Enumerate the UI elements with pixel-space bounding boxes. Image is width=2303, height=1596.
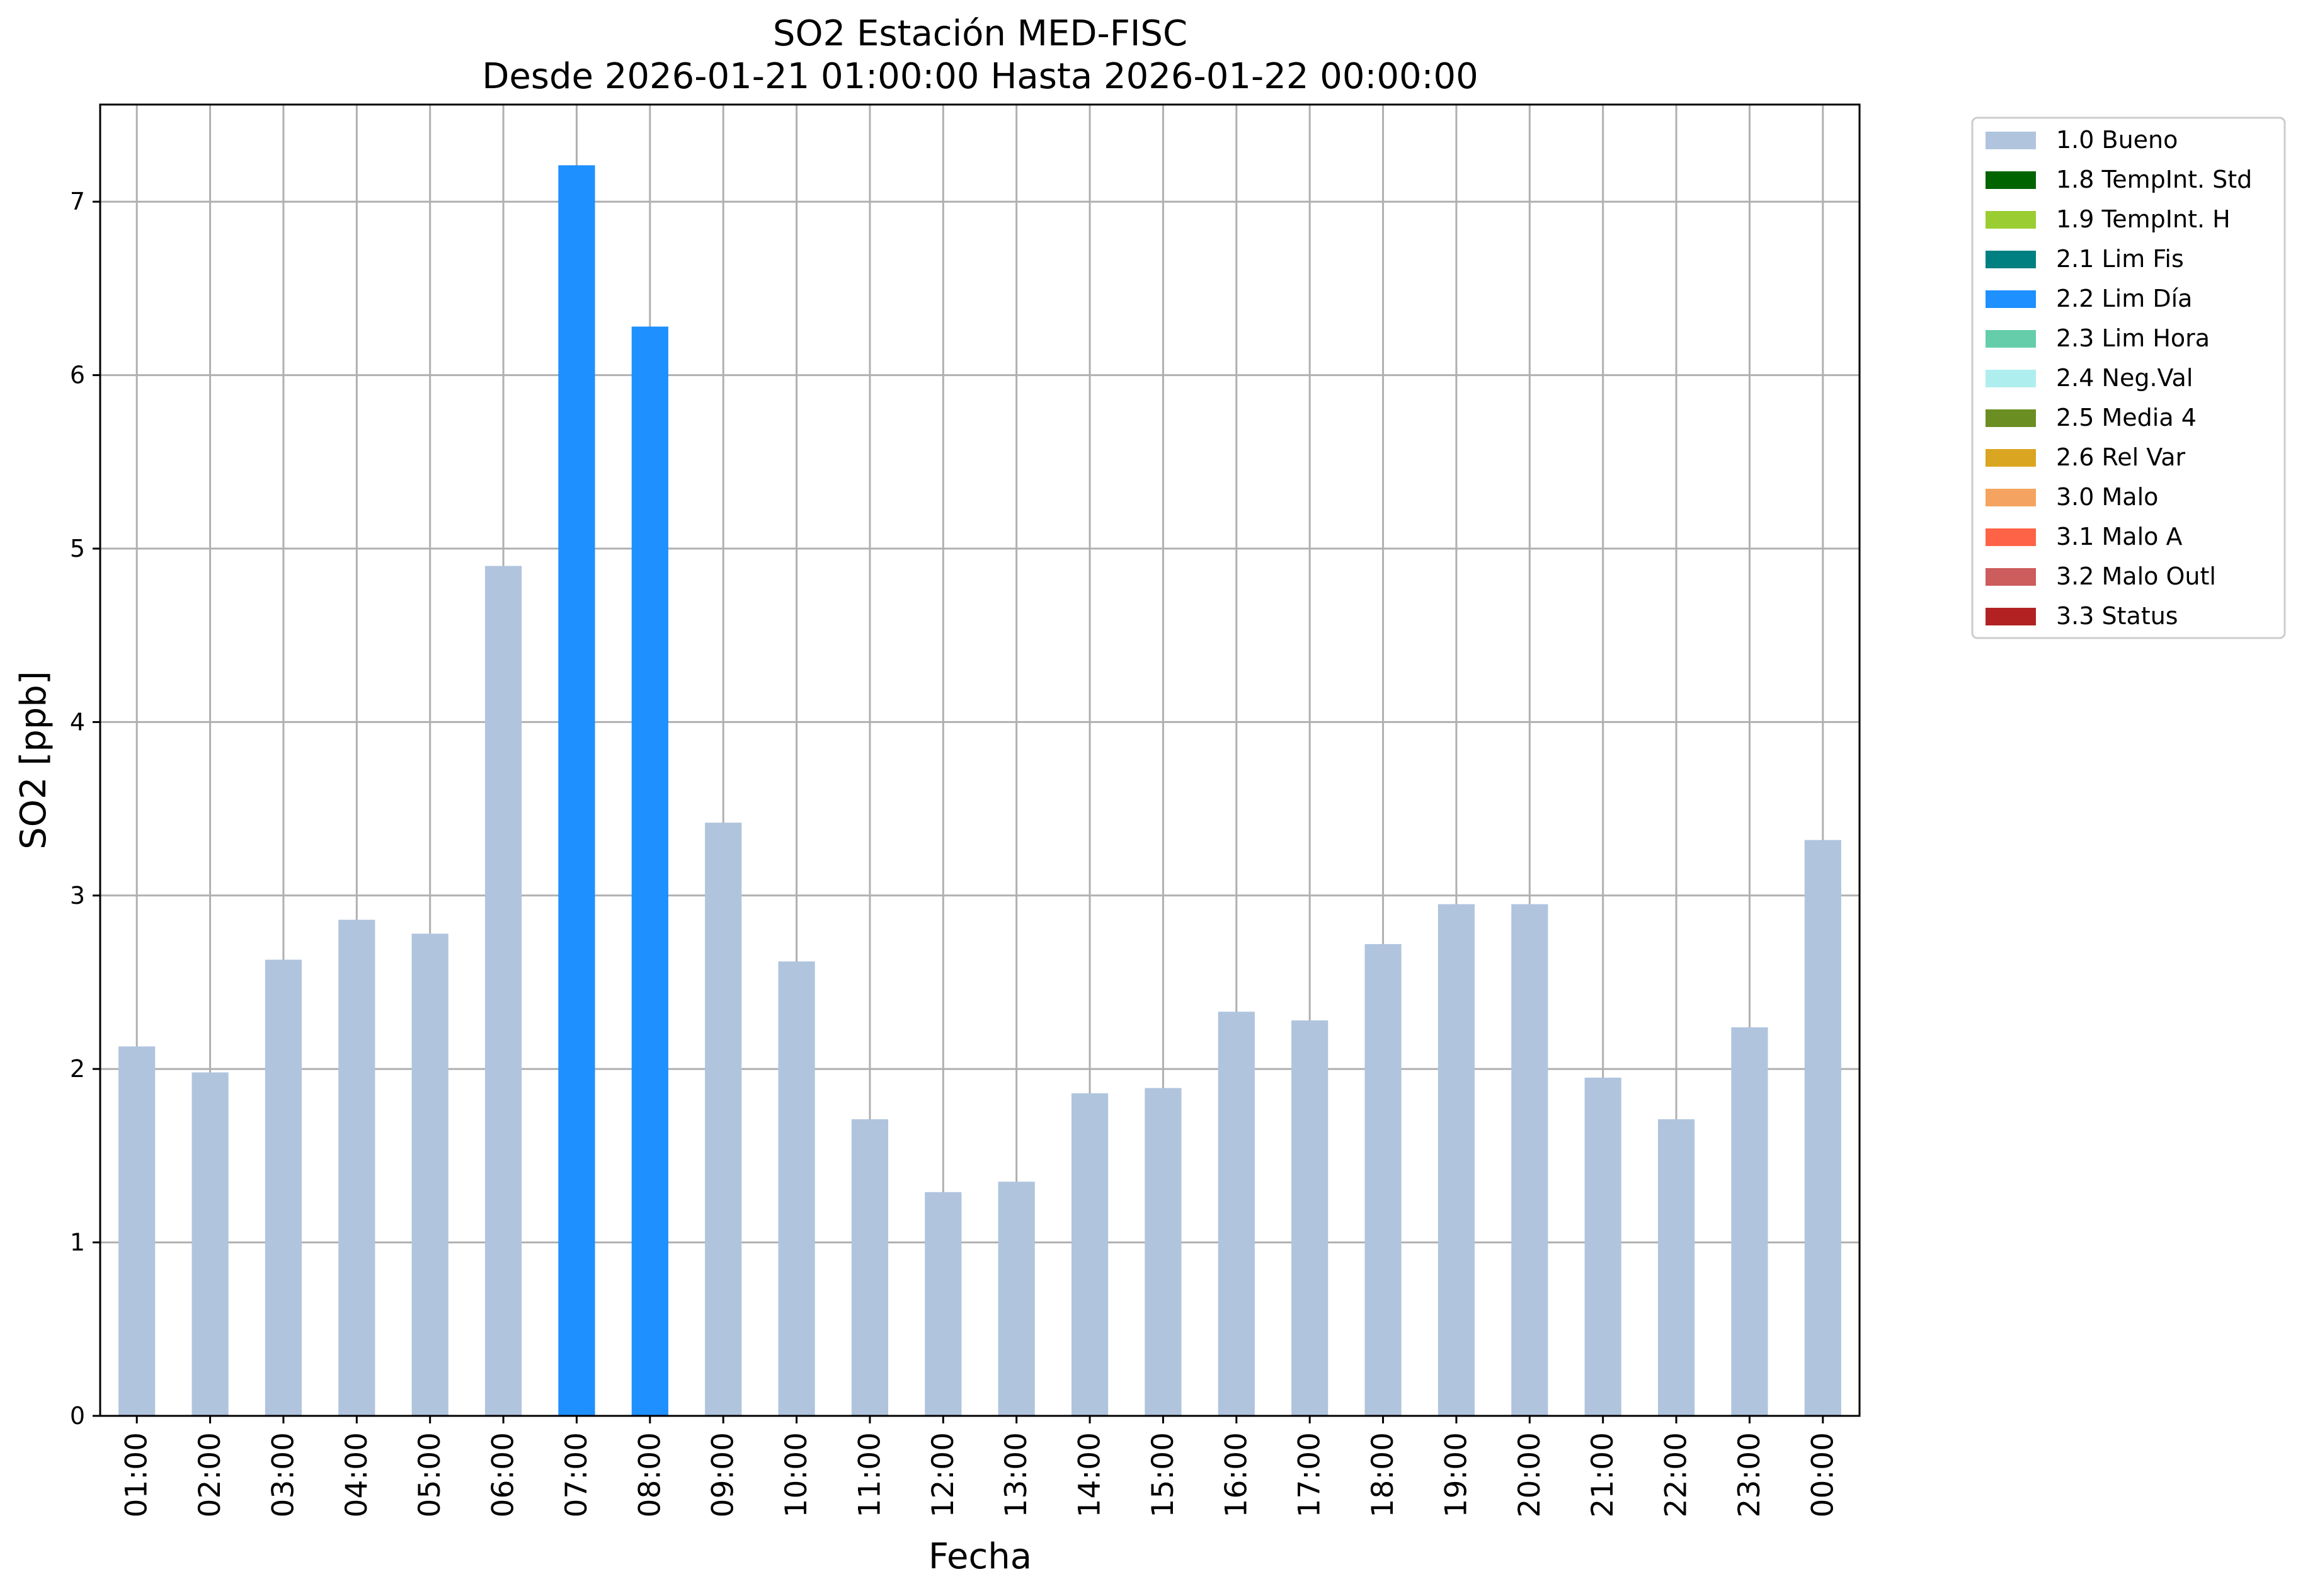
- bar-2200: [1657, 1119, 1695, 1416]
- bar-0800: [631, 326, 668, 1416]
- legend-swatch: [1986, 132, 2036, 149]
- y-axis-ticks: 0 1 2 3 4 5 6 7: [70, 188, 100, 1430]
- legend-swatch: [1986, 489, 2036, 506]
- legend-entry-label: 1.8 TempInt. Std: [2056, 166, 2252, 193]
- bar-1000: [778, 961, 815, 1416]
- x-tick-label: 20:00: [1512, 1432, 1547, 1517]
- bar-1200: [925, 1192, 962, 1416]
- bar-0100: [118, 1046, 156, 1416]
- x-tick-label: 18:00: [1366, 1432, 1400, 1517]
- legend-entry-label: 1.9 TempInt. H: [2056, 205, 2231, 233]
- x-tick-label: 04:00: [340, 1432, 374, 1517]
- legend-swatch: [1986, 608, 2036, 625]
- bar-2300: [1731, 1027, 1768, 1416]
- legend-swatch: [1986, 449, 2036, 467]
- bar-0300: [265, 959, 302, 1416]
- legend-entry-label: 3.1 Malo A: [2056, 523, 2182, 550]
- legend-swatch: [1986, 251, 2036, 268]
- legend-box: [1971, 117, 2286, 639]
- x-tick-label: 11:00: [852, 1432, 887, 1517]
- x-tick-label: 09:00: [706, 1432, 741, 1517]
- legend-swatch: [1986, 290, 2036, 308]
- bar-0400: [338, 920, 375, 1416]
- bar-0200: [191, 1072, 229, 1416]
- legend-entry-label: 2.2 Lim Día: [2056, 285, 2192, 312]
- y-tick-label: 1: [70, 1229, 85, 1257]
- bar-1700: [1291, 1020, 1329, 1416]
- legend-swatch: [1986, 568, 2036, 586]
- legend-entry-label: 3.0 Malo: [2056, 483, 2158, 511]
- x-tick-label: 14:00: [1073, 1432, 1107, 1517]
- x-tick-label: 17:00: [1293, 1432, 1327, 1517]
- bars: [118, 165, 1841, 1416]
- x-tick-label: 15:00: [1146, 1432, 1180, 1517]
- legend-entry-label: 3.2 Malo Outl: [2056, 562, 2216, 590]
- y-tick-label: 5: [70, 535, 85, 562]
- plot-frame: [99, 103, 1861, 1417]
- x-tick-label: 01:00: [120, 1432, 154, 1517]
- legend-swatch: [1986, 171, 2036, 189]
- bar-1500: [1145, 1088, 1182, 1416]
- bar-0500: [411, 933, 449, 1416]
- x-tick-label: 03:00: [266, 1432, 300, 1517]
- y-tick-label: 2: [70, 1055, 85, 1083]
- x-axis-ticks: 01:00 02:00 03:00 04:00 05:00 06:00 07:00 08:00…: [120, 1416, 1840, 1517]
- x-tick-label: 16:00: [1219, 1432, 1254, 1517]
- legend-entry-label: 1.0 Bueno: [2056, 126, 2178, 154]
- y-tick-label: 6: [70, 362, 85, 389]
- legend-swatch: [1986, 370, 2036, 387]
- bar-1600: [1218, 1012, 1255, 1416]
- y-tick-label: 7: [70, 188, 85, 215]
- chart-title: SO2 Estación MED-FISC: [773, 13, 1187, 54]
- bar-0600: [484, 566, 522, 1416]
- y-tick-label: 4: [70, 708, 85, 736]
- legend: 1.0 Bueno 1.8 TempInt. Std 1.9 TempInt. H 2…: [1971, 117, 2286, 639]
- x-tick-label: 22:00: [1659, 1432, 1694, 1517]
- x-tick-label: 10:00: [779, 1432, 814, 1517]
- x-tick-label: 02:00: [193, 1432, 227, 1517]
- legend-swatch: [1986, 528, 2036, 546]
- x-tick-label: 21:00: [1586, 1432, 1620, 1517]
- y-axis-label: SO2 [ppb]: [13, 671, 54, 849]
- y-tick-label: 3: [70, 882, 85, 909]
- bar-0700: [558, 165, 595, 1416]
- bar-0000: [1804, 840, 1841, 1416]
- legend-entry-label: 2.3 Lim Hora: [2056, 324, 2210, 352]
- bar-1800: [1364, 943, 1402, 1416]
- x-axis-label: Fecha: [929, 1536, 1032, 1577]
- bar-2100: [1584, 1077, 1621, 1416]
- legend-swatch: [1986, 409, 2036, 427]
- x-tick-label: 00:00: [1805, 1432, 1840, 1517]
- x-tick-label: 06:00: [486, 1432, 521, 1517]
- x-tick-label: 19:00: [1439, 1432, 1473, 1517]
- bar-1400: [1071, 1093, 1109, 1416]
- bar-0900: [705, 823, 742, 1416]
- bar-2000: [1511, 904, 1548, 1416]
- bar-1300: [998, 1182, 1035, 1416]
- legend-entry-label: 2.1 Lim Fis: [2056, 245, 2184, 273]
- legend-swatch: [1986, 330, 2036, 348]
- x-tick-label: 05:00: [413, 1432, 447, 1517]
- x-tick-label: 23:00: [1732, 1432, 1767, 1517]
- bar-1100: [851, 1119, 889, 1416]
- legend-swatch: [1986, 211, 2036, 229]
- x-tick-label: 07:00: [559, 1432, 594, 1517]
- legend-entry-label: 2.4 Neg.Val: [2056, 364, 2193, 392]
- legend-entry-label: 3.3 Status: [2056, 602, 2178, 630]
- bar-1900: [1437, 904, 1475, 1416]
- x-tick-label: 08:00: [632, 1432, 667, 1517]
- x-tick-label: 12:00: [926, 1432, 961, 1517]
- y-tick-label: 0: [70, 1402, 85, 1430]
- legend-entry-label: 2.5 Media 4: [2056, 404, 2197, 431]
- legend-entry-label: 2.6 Rel Var: [2056, 443, 2186, 471]
- x-tick-label: 13:00: [999, 1432, 1034, 1517]
- chart-subtitle: Desde 2026-01-21 01:00:00 Hasta 2026-01-…: [482, 56, 1478, 97]
